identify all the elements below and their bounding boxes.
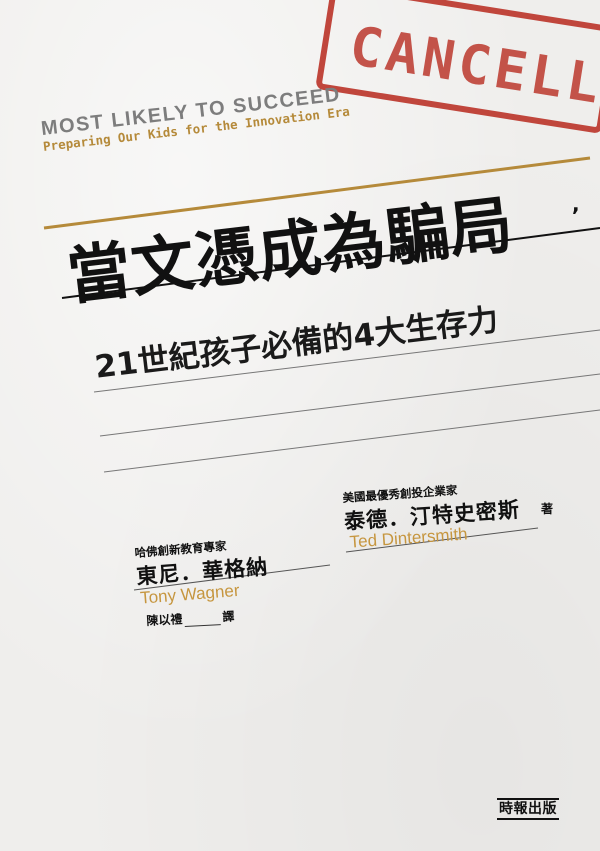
author1-rule bbox=[133, 564, 331, 591]
publisher-logo: 時報出版 bbox=[497, 798, 559, 820]
author-block-1: 哈佛創新教育專家 東尼．華格納 Tony Wagner bbox=[134, 535, 271, 609]
title-underline bbox=[61, 227, 600, 299]
author2-rule bbox=[345, 527, 539, 553]
author-block-2: 美國最優秀創投企業家 泰德．汀特史密斯 Ted Dintersmith bbox=[342, 478, 522, 553]
main-title-mark: , bbox=[572, 192, 580, 216]
translator-name: 陳以禮 bbox=[146, 612, 183, 628]
translator-suffix: 譯 bbox=[222, 609, 235, 624]
author-suffix: 著 bbox=[541, 502, 554, 516]
subtitle-rule bbox=[93, 329, 600, 393]
gold-rule bbox=[43, 156, 591, 230]
translator-blank bbox=[184, 612, 221, 627]
blank-rule-2 bbox=[103, 409, 600, 473]
blank-rule-1 bbox=[99, 373, 600, 437]
